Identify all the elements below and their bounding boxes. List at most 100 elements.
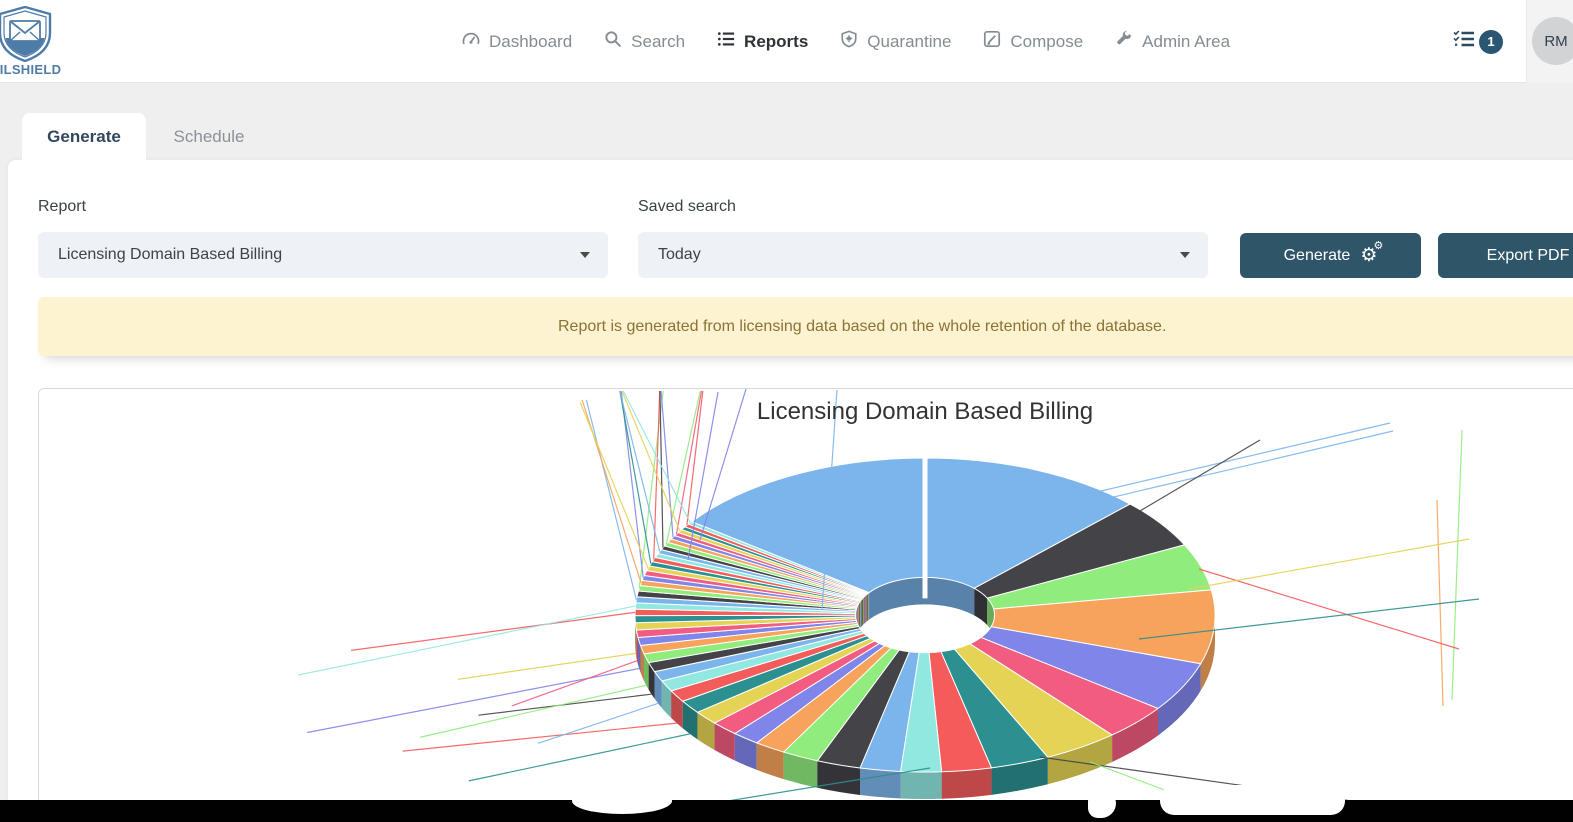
pie-slice-rim (697, 712, 715, 751)
pen-square-icon (983, 30, 1001, 53)
saved-search-select[interactable]: Today (638, 232, 1208, 278)
mailshield-logo[interactable]: AILSHIELD (0, 5, 64, 77)
pie-inner-wall (974, 588, 988, 626)
label-connector-line (579, 402, 649, 569)
pie-inner-wall (864, 595, 866, 623)
white-notch (572, 788, 672, 814)
shield-virus-icon (840, 30, 858, 53)
pie-slice-rim (682, 701, 698, 740)
list-icon (717, 30, 735, 53)
label-connector-line (478, 693, 652, 716)
pie-slice-rim (1112, 708, 1158, 762)
pie-slice-rim (671, 690, 683, 729)
chart-title: Licensing Domain Based Billing (756, 398, 1094, 425)
tasks-icon (1453, 29, 1475, 54)
pie-inner-wall (868, 592, 870, 621)
navbar: AILSHIELD Dashboard Search Reports Quara… (0, 0, 1573, 83)
tab-schedule-label: Schedule (173, 126, 245, 146)
label-connector-line (1138, 598, 1480, 640)
pie-inner-wall (925, 577, 975, 616)
label-connector-line (621, 390, 681, 532)
pie-slice-rim (648, 662, 655, 699)
pie-slice[interactable] (690, 457, 926, 594)
pie-slice-rim (644, 653, 649, 690)
nav-item-compose[interactable]: Compose (983, 30, 1083, 53)
user-avatar[interactable]: RM (1532, 17, 1573, 65)
nav-item-dashboard[interactable]: Dashboard (462, 30, 572, 53)
report-select-value: Licensing Domain Based Billing (58, 246, 283, 263)
label-connector-line (468, 733, 690, 782)
pie-inner-wall (863, 596, 865, 625)
report-label: Report (38, 198, 87, 215)
nav-label: Quarantine (867, 31, 952, 51)
export-pdf-button-label: Export PDF (1486, 246, 1570, 264)
tasks-count-badge: 1 (1479, 29, 1503, 54)
pie-inner-wall (867, 593, 869, 621)
tab-schedule[interactable]: Schedule (147, 113, 271, 160)
pie-inner-wall (866, 593, 868, 622)
pie-slice-rim (637, 637, 641, 673)
label-connector-line (1188, 538, 1470, 590)
white-notch (1160, 785, 1345, 815)
pie-slice-rim (941, 767, 992, 799)
tab-generate[interactable]: Generate (22, 113, 146, 160)
wrench-icon (1115, 30, 1133, 53)
nav-item-reports[interactable]: Reports (717, 30, 808, 53)
pie-inner-wall (860, 599, 862, 628)
label-connector-line (1451, 429, 1463, 701)
pie-inner-wall (859, 601, 861, 630)
pie-slice-rim (1200, 615, 1215, 691)
label-connector-line (402, 722, 677, 752)
pie-slice-rim (817, 760, 861, 796)
pie-inner-wall (862, 597, 864, 626)
label-connector-line (619, 390, 661, 552)
cogs-icon: ⚙ ⚙ (1360, 240, 1384, 266)
pie-slice-rim (636, 629, 638, 665)
nav-item-quarantine[interactable]: Quarantine (840, 30, 951, 53)
label-connector-line (585, 399, 637, 600)
pie-slice-rim (734, 733, 757, 770)
nav-item-admin-area[interactable]: Admin Area (1115, 30, 1230, 53)
label-connector-line (457, 652, 636, 680)
label-connector-line (619, 390, 652, 564)
report-select[interactable]: Licensing Domain Based Billing (38, 232, 608, 278)
pie-slice-rim (860, 768, 901, 799)
label-connector-line (659, 390, 664, 548)
label-connector-line (622, 390, 691, 524)
pie-chart-canvas[interactable] (39, 389, 1573, 822)
label-connector-line (675, 390, 703, 535)
label-connector-line (1198, 568, 1460, 650)
pie-inner-wall (858, 602, 860, 631)
nav-label: Reports (744, 31, 809, 51)
generate-button-label: Generate (1283, 246, 1351, 264)
label-connector-line (350, 611, 636, 651)
pie-slice-rim (900, 771, 942, 799)
pending-tasks[interactable]: 1 (1453, 0, 1503, 83)
label-connector-line (420, 684, 647, 738)
gauge-icon (462, 30, 480, 53)
pie-slice[interactable] (990, 589, 1216, 665)
label-connector-line (1066, 430, 1394, 509)
label-connector-line (1127, 439, 1261, 519)
pie-slice-rim (661, 680, 672, 718)
label-connector-line (307, 667, 640, 734)
label-connector-line (298, 605, 636, 676)
export-pdf-button[interactable]: Export PDF (1438, 233, 1573, 278)
generate-button[interactable]: Generate ⚙ ⚙ (1240, 233, 1421, 278)
label-connector-line (687, 391, 719, 561)
nav-item-search[interactable]: Search (604, 30, 685, 53)
info-alert: Report is generated from licensing data … (38, 297, 1573, 356)
nav-label: Admin Area (1142, 31, 1231, 51)
saved-search-label: Saved search (638, 198, 736, 215)
pie-slice-rim (1047, 734, 1113, 785)
nav-label: Compose (1010, 31, 1084, 51)
pie-inner-wall (869, 577, 925, 620)
pie-slice-rim (714, 723, 735, 761)
generate-report-panel: Report Licensing Domain Based Billing Sa… (8, 160, 1573, 822)
label-connector-line (821, 389, 838, 611)
saved-search-select-value: Today (658, 246, 701, 263)
cursor-blob (1088, 790, 1116, 818)
label-connector-line (537, 702, 659, 744)
pie-slice[interactable] (924, 457, 1132, 589)
nav-label: Dashboard (489, 31, 573, 51)
